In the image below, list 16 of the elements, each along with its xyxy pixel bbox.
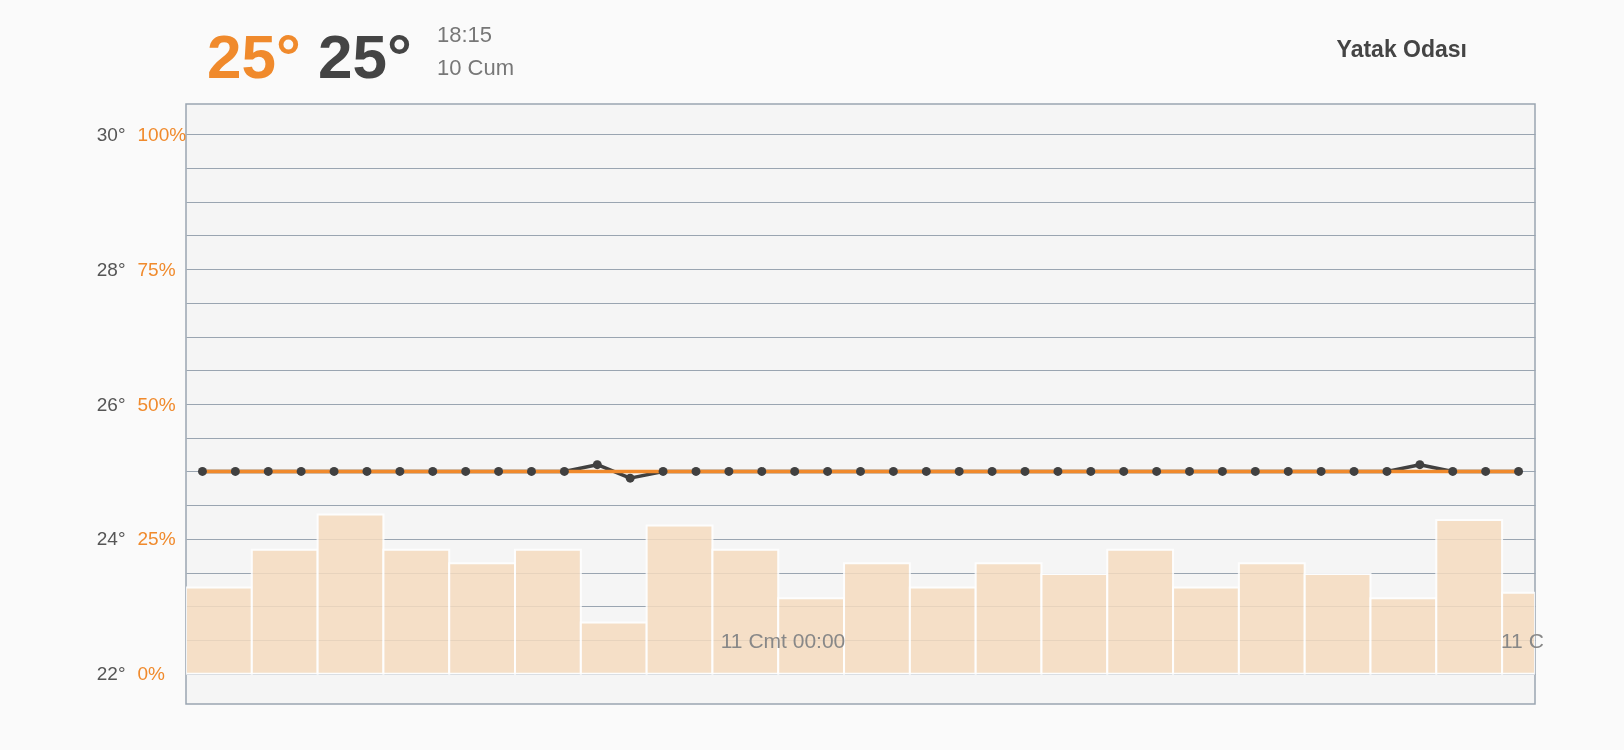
y2-tick-label: 0% xyxy=(137,663,166,685)
text: 10 Cum xyxy=(437,55,515,80)
y-tick-label: 28° xyxy=(96,258,126,280)
text: 25° xyxy=(318,22,412,91)
y-tick-label: 26° xyxy=(96,393,126,415)
y-tick-label: 30° xyxy=(96,123,126,145)
y2-tick-label: 100% xyxy=(137,123,187,145)
chart-title: Yatak Odası xyxy=(1336,36,1467,62)
y-tick-label: 22° xyxy=(96,663,126,685)
annotation: 11 Cmt 00:00 xyxy=(720,629,846,652)
y-tick-label: 24° xyxy=(96,528,126,550)
y2-tick-label: 75% xyxy=(137,258,176,280)
text: 25° xyxy=(207,22,301,91)
y2-tick-label: 25% xyxy=(137,528,176,550)
y2-tick-label: 50% xyxy=(137,393,176,415)
text: 18:15 xyxy=(437,22,493,47)
